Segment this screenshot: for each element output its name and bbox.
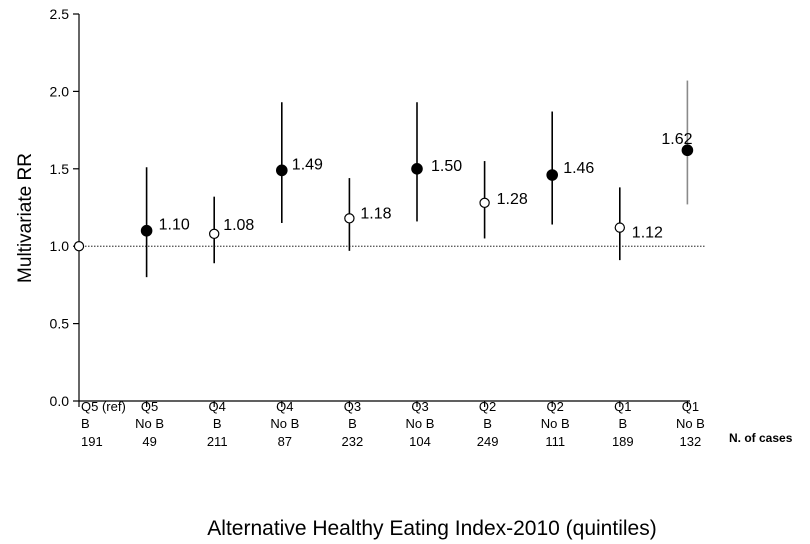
category-label-line1: Q2 [479,399,496,414]
category-label-line1: Q5 [141,399,158,414]
value-label: 1.10 [159,217,190,234]
open-point [344,213,355,224]
category-label-n: 87 [278,434,292,449]
category-label-line2: No B [676,416,705,431]
category-label-line1: Q2 [547,399,564,414]
category-label-n: 49 [142,434,156,449]
value-label: 1.50 [431,158,462,175]
y-tick-label: 0.5 [50,316,70,332]
open-point [208,228,220,240]
category-label-line2: B [348,416,357,431]
y-tick-label: 2.5 [50,6,70,22]
value-label: 1.49 [292,156,323,173]
x-ticks [78,401,689,407]
category-label-line1: Q3 [344,399,361,414]
category-label-n: 104 [409,434,431,449]
category-label-line2: B [483,416,492,431]
category-label-n: 211 [207,434,228,449]
value-labels: 1.10 1.08 1.49 1.18 1.50 1.28 1.46 1.12 1.62 [159,131,693,241]
confidence-intervals [145,80,689,278]
category-label-line2: No B [270,416,299,431]
category-label-n: 249 [477,434,499,449]
n-cases-label: N. of cases [729,431,793,445]
y-axis-label: Multivariate RR [15,153,36,283]
category-label-line1: Q5 (ref) [81,399,126,414]
filled-point [140,224,153,237]
filled-point [275,164,288,177]
y-tick-label: 1.5 [50,161,70,177]
y-tick-label: 0.0 [50,393,70,409]
value-label: 1.08 [223,217,254,234]
category-label-line2: B [213,416,222,431]
value-label: 1.62 [661,131,692,148]
category-label-line1: Q1 [614,399,631,414]
value-label: 1.18 [360,205,391,222]
category-label-line1: Q4 [209,399,226,414]
open-point [614,222,626,233]
value-label: 1.28 [497,191,528,208]
category-labels: Q5 (ref) B 191 Q5 No B 49 Q4 B 211 Q4 No B 87 Q3 B 232… [81,399,705,449]
category-label-line1: Q4 [276,399,293,414]
category-label-n: 111 [545,434,565,449]
y-ticks: 0.0 0.5 1.0 1.5 2.0 2.5 [50,6,79,409]
category-label-n: 191 [81,434,103,449]
category-label-line2: No B [135,416,164,431]
axes [78,14,690,402]
x-axis-title: Alternative Healthy Eating Index-2010 (q… [207,517,656,540]
category-label-line2: No B [406,416,435,431]
category-label-line2: No B [541,416,570,431]
filled-point [546,169,558,181]
data-points [73,144,694,252]
filled-point [411,163,423,175]
y-tick-label: 2.0 [50,83,70,99]
open-point [479,197,490,209]
category-label-n: 132 [680,434,702,449]
value-label: 1.46 [563,160,594,177]
filled-point [681,144,694,157]
category-label-line1: Q3 [411,399,428,414]
category-label-line2: B [81,416,90,431]
category-label-line2: B [618,416,627,431]
value-label: 1.12 [632,225,663,242]
open-point [73,240,85,252]
y-tick-label: 1.0 [50,238,70,254]
category-label-n: 232 [342,434,364,449]
category-label-line1: Q1 [682,399,699,414]
category-label-n: 189 [612,434,634,449]
